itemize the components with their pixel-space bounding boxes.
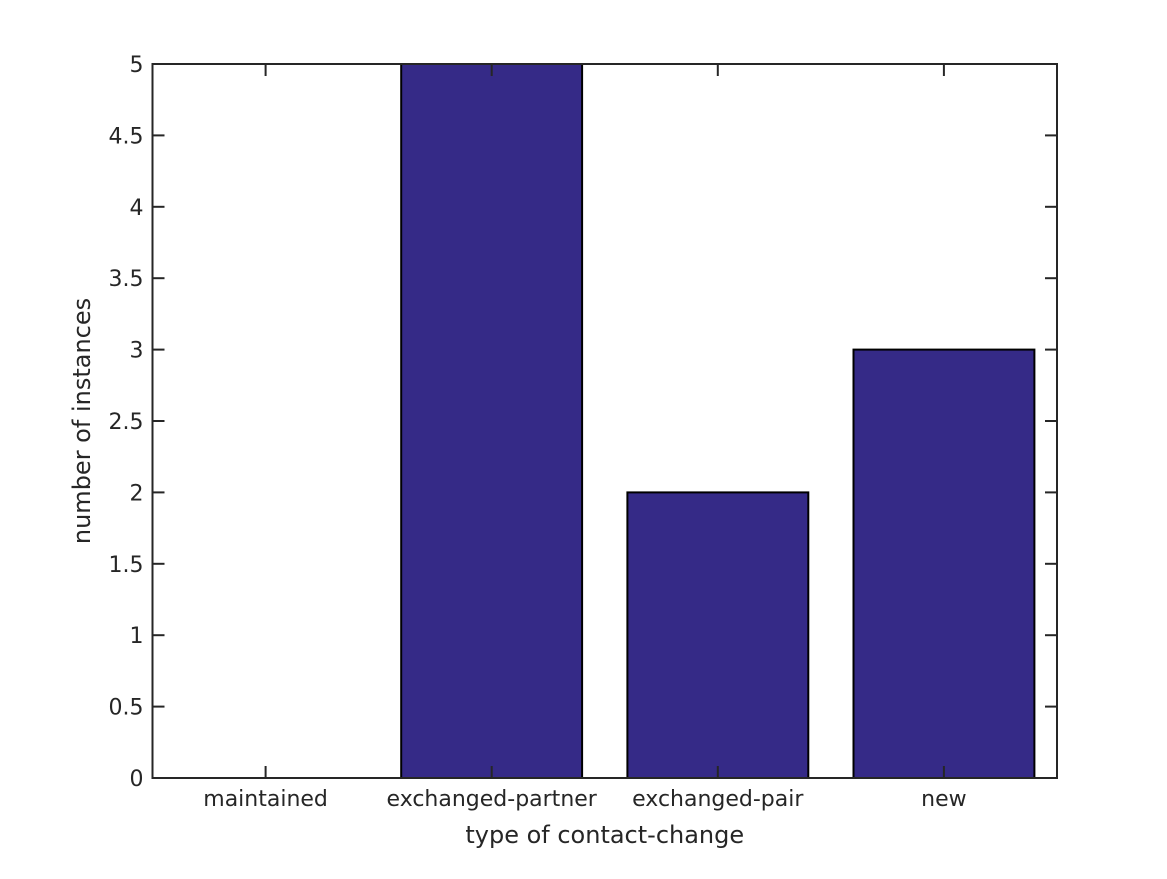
x-axis-label: type of contact-change [465,821,744,849]
y-tick-label-4.5: 4.5 [109,124,144,149]
y-tick-label-0: 0 [130,767,144,792]
x-tick-label-new: new [921,787,966,812]
x-tick-label-exchanged-partner: exchanged-partner [387,787,598,812]
y-tick-label-3: 3 [130,339,144,364]
y-axis-ticks: 0 0.5 1 1.5 2 2.5 3 3.5 4 4.5 5 [109,53,1057,792]
x-axis-ticks: maintained exchanged-partner exchanged-pai… [203,64,967,812]
bar-exchanged-partner [400,63,584,779]
y-tick-label-5: 5 [130,53,144,78]
y-tick-label-2.5: 2.5 [109,410,144,435]
y-tick-label-1.5: 1.5 [109,553,144,578]
bar-exchanged-pair [626,491,810,779]
bar-new [852,348,1036,779]
y-tick-label-2: 2 [130,481,144,506]
x-tick-label-maintained: maintained [203,787,328,812]
bars [400,63,1036,779]
y-tick-label-0.5: 0.5 [109,696,144,721]
y-axis-label: number of instances [68,298,96,544]
y-tick-label-1: 1 [130,624,144,649]
x-tick-label-exchanged-pair: exchanged-pair [632,787,804,812]
y-tick-label-3.5: 3.5 [109,267,144,292]
y-tick-label-4: 4 [130,196,144,221]
